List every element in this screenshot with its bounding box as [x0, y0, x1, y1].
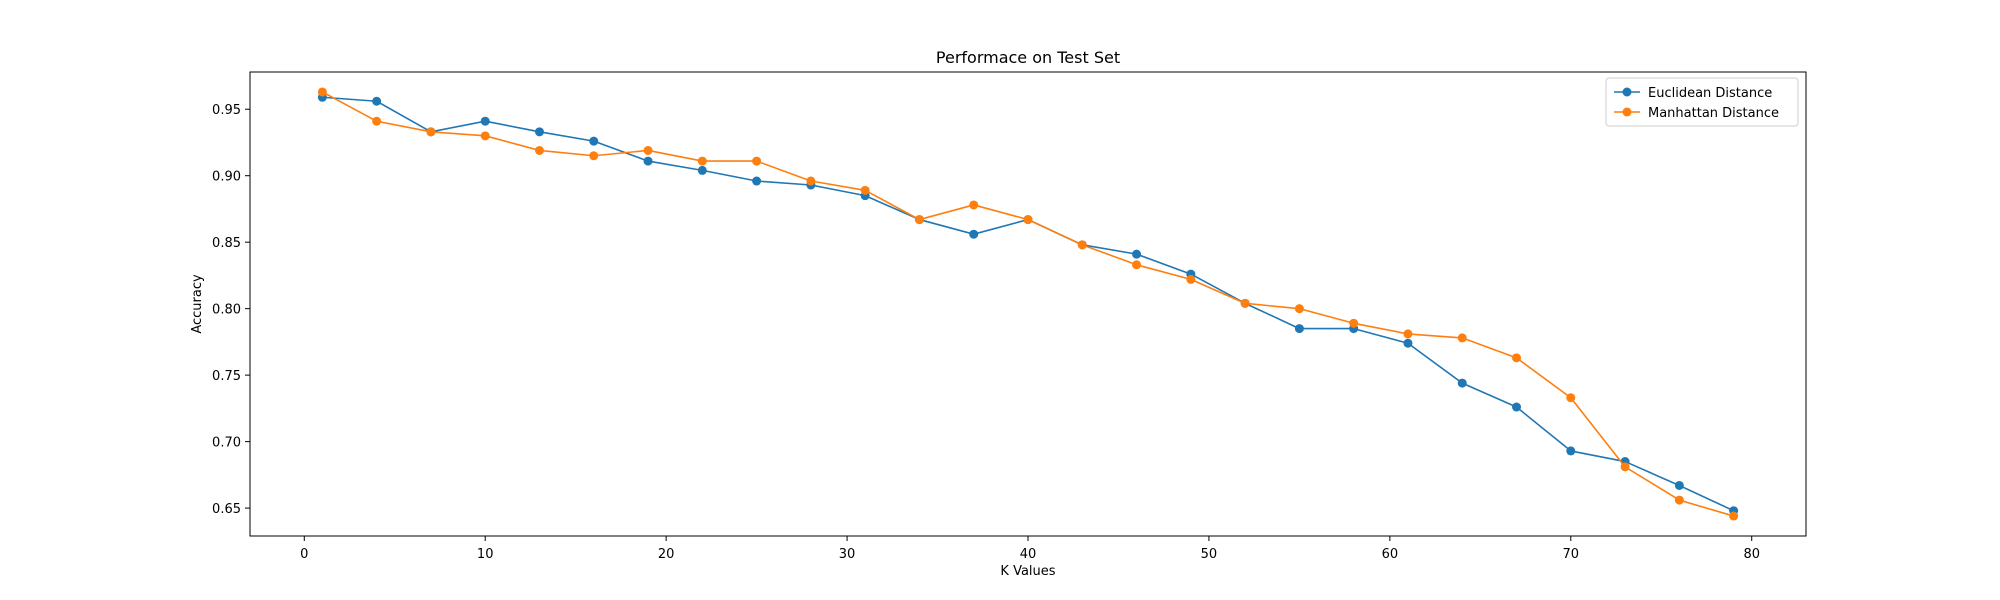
data-point-series-2 — [1566, 393, 1576, 403]
plot-area: 0 10 20 30 40 50 60 70 80 0.65 0.70 0.75 0.80 0.85 0.9… — [212, 71, 1807, 562]
data-point-series-2 — [1240, 298, 1250, 308]
data-point-series-2 — [1729, 511, 1739, 521]
legend-marker-1 — [1622, 87, 1632, 97]
x-tick-label: 60 — [1382, 547, 1399, 562]
data-point-series-2 — [1294, 304, 1304, 314]
data-point-series-2 — [480, 131, 490, 141]
x-tick-label: 0 — [300, 547, 308, 562]
data-point-series-2 — [1349, 318, 1359, 328]
data-point-series-2 — [860, 185, 870, 195]
data-point-series-2 — [589, 151, 599, 161]
data-point-series-1 — [1674, 480, 1684, 490]
legend-marker-2 — [1622, 107, 1632, 117]
y-tick-label: 0.65 — [212, 502, 241, 517]
data-point-series-2 — [1186, 274, 1196, 284]
data-point-series-1 — [589, 136, 599, 146]
data-point-series-2 — [752, 156, 762, 166]
chart-title: Performace on Test Set — [936, 48, 1120, 67]
data-point-series-2 — [1132, 260, 1142, 270]
data-point-series-1 — [1403, 338, 1413, 348]
data-point-series-2 — [317, 87, 327, 97]
x-tick-label: 80 — [1743, 547, 1760, 562]
data-point-series-1 — [752, 176, 762, 186]
data-point-series-1 — [969, 229, 979, 239]
data-point-series-2 — [643, 145, 653, 155]
data-point-series-1 — [372, 96, 382, 106]
x-tick-label: 70 — [1563, 547, 1580, 562]
data-point-series-2 — [1620, 462, 1630, 472]
y-axis-title: Accuracy — [190, 274, 205, 334]
data-point-series-2 — [914, 215, 924, 225]
data-point-series-1 — [1457, 378, 1467, 388]
y-tick-label: 0.85 — [212, 236, 241, 251]
legend-label-1: Euclidean Distance — [1648, 86, 1772, 101]
x-axis-title: K Values — [1000, 564, 1055, 579]
data-point-series-2 — [1077, 240, 1087, 250]
series-line-2 — [321, 91, 1734, 517]
data-point-series-1 — [1566, 446, 1576, 456]
series-line-1 — [322, 96, 1734, 512]
y-tick-label: 0.95 — [212, 103, 241, 118]
data-point-series-2 — [1023, 215, 1033, 225]
data-point-series-1 — [697, 165, 707, 175]
legend: Euclidean Distance Manhattan Distance — [1605, 77, 1799, 127]
legend-label-2: Manhattan Distance — [1648, 106, 1779, 121]
data-point-series-2 — [1512, 353, 1522, 363]
x-tick-label: 10 — [477, 547, 494, 562]
y-tick-label: 0.80 — [212, 303, 241, 318]
data-point-series-1 — [1294, 324, 1304, 334]
data-point-series-1 — [1132, 249, 1142, 259]
y-tick-label: 0.75 — [212, 369, 241, 384]
legend-box — [1605, 77, 1799, 127]
x-tick-label: 50 — [1201, 547, 1218, 562]
data-point-series-1 — [534, 127, 544, 137]
y-tick-label: 0.70 — [212, 436, 241, 451]
data-point-series-1 — [643, 156, 653, 166]
data-point-series-2 — [969, 200, 979, 210]
data-point-series-2 — [697, 156, 707, 166]
data-point-series-2 — [1457, 333, 1467, 343]
x-tick-label: 40 — [1020, 547, 1037, 562]
x-tick-label: 20 — [658, 547, 675, 562]
data-point-series-2 — [534, 145, 544, 155]
plot-frame — [249, 71, 1807, 537]
data-point-series-2 — [372, 116, 382, 126]
y-tick-label: 0.90 — [212, 170, 241, 185]
x-tick-label: 30 — [839, 547, 856, 562]
data-point-series-1 — [480, 116, 490, 126]
data-point-series-2 — [426, 127, 436, 137]
data-point-series-1 — [1512, 402, 1522, 412]
data-point-series-2 — [806, 176, 816, 186]
data-point-series-2 — [1403, 329, 1413, 339]
data-point-series-2 — [1674, 495, 1684, 505]
